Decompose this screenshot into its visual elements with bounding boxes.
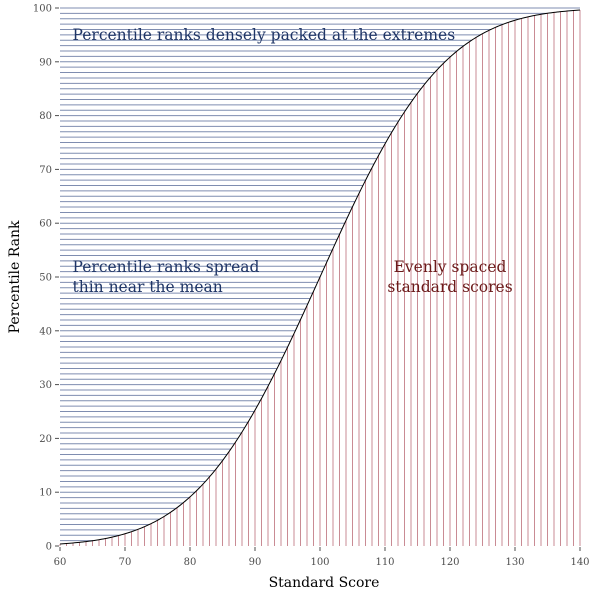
x-tick-label-70: 70 [119, 557, 132, 568]
y-tick-label-80: 80 [39, 111, 52, 122]
x-tick-label-90: 90 [249, 557, 262, 568]
x-axis-title: Standard Score [269, 575, 380, 591]
annotation-mean-line-1: Percentile ranks spread [73, 258, 260, 276]
x-tick-label-110: 110 [375, 557, 394, 568]
x-tick-label-140: 140 [570, 557, 589, 568]
annotation-even-line-1: Evenly spaced [394, 258, 507, 276]
x-tick-label-60: 60 [54, 557, 67, 568]
y-tick-label-40: 40 [39, 326, 52, 337]
y-tick-label-70: 70 [39, 165, 52, 176]
y-axis-title: Percentile Rank [7, 220, 23, 333]
y-tick-label-90: 90 [39, 57, 52, 68]
y-tick-label-100: 100 [33, 4, 52, 15]
x-axis: 60 70 80 90 100 110 120 130 140 [54, 547, 590, 568]
x-tick-label-80: 80 [184, 557, 197, 568]
y-tick-label-0: 0 [46, 542, 52, 553]
y-tick-label-60: 60 [39, 219, 52, 230]
annotations: Percentile ranks densely packed at the e… [73, 26, 513, 296]
y-tick-label-30: 30 [39, 380, 52, 391]
x-tick-label-130: 130 [505, 557, 524, 568]
annotation-mean-line-2: thin near the mean [73, 278, 223, 296]
y-tick-label-20: 20 [39, 434, 52, 445]
x-tick-label-120: 120 [440, 557, 459, 568]
y-tick-label-10: 10 [39, 488, 52, 499]
cumulative-normal-curve [59, 9, 581, 545]
y-tick-label-50: 50 [39, 273, 52, 284]
x-tick-label-100: 100 [310, 557, 329, 568]
percentile-rank-lines [60, 7, 580, 542]
annotation-extremes-line-1: Percentile ranks densely packed at the e… [73, 26, 456, 44]
standard-score-lines [59, 10, 581, 546]
y-axis: 0 10 20 30 40 50 60 70 80 90 100 [33, 4, 59, 553]
annotation-even-line-2: standard scores [387, 278, 512, 296]
